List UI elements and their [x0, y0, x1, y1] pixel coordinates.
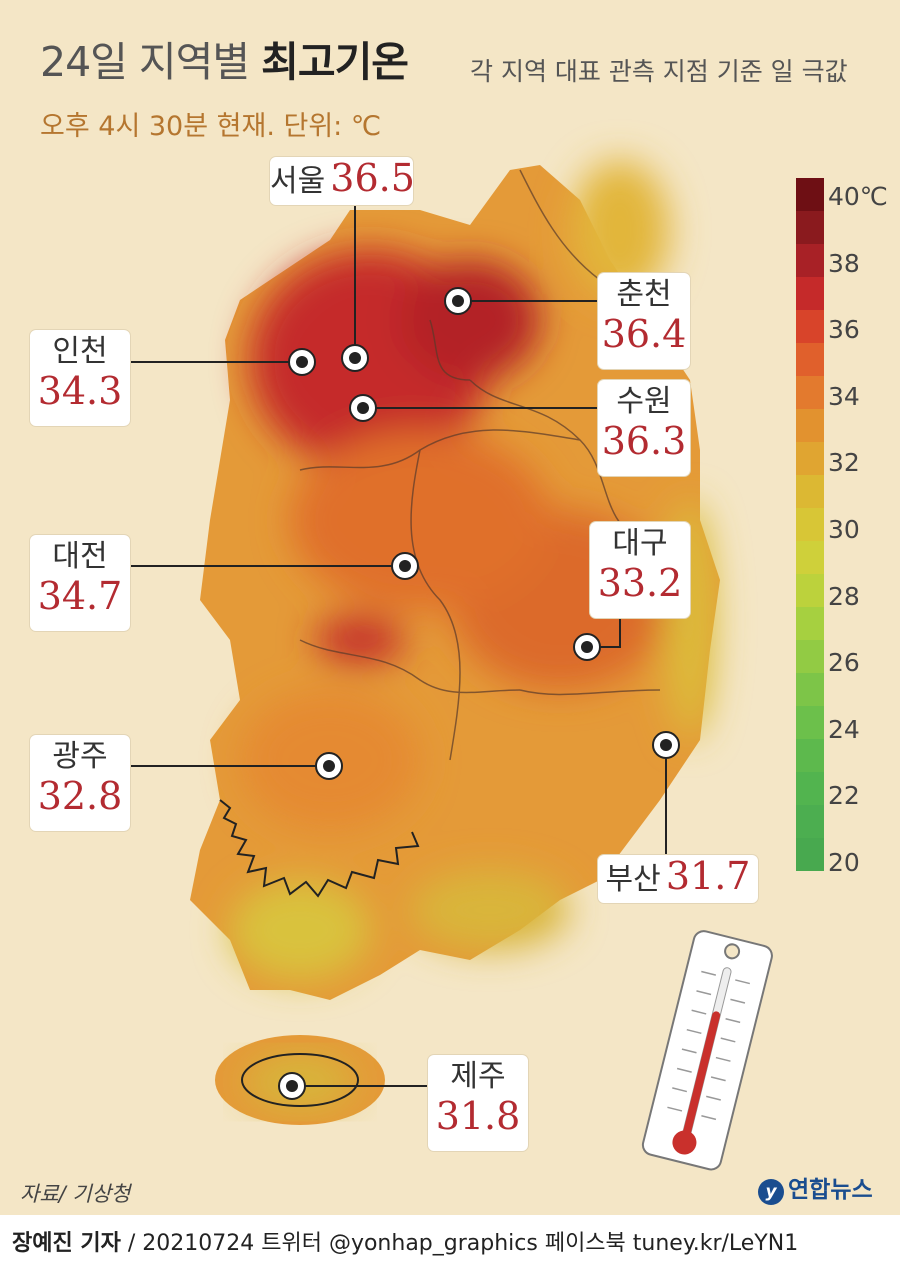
- legend-tick-label: 34: [828, 381, 860, 411]
- label-daegu: 대구 33.2: [590, 522, 690, 618]
- label-daejeon: 대전 34.7: [30, 535, 130, 631]
- legend-tick-label: 30: [828, 515, 860, 544]
- legend-swatch: [796, 772, 824, 805]
- legend-swatch: [796, 706, 824, 739]
- legend-swatch: [796, 409, 824, 442]
- label-seoul: 서울 36.5: [270, 157, 415, 205]
- measurement-note: 각 지역 대표 관측 지점 기준 일 극값: [470, 57, 848, 86]
- legend-swatch: [796, 442, 824, 475]
- legend-tick-label: 38: [828, 248, 860, 278]
- station-gwangju: [315, 752, 343, 780]
- label-suwon: 수원 36.3: [598, 380, 690, 476]
- station-daegu: [573, 633, 601, 661]
- label-jeju: 제주 31.8: [428, 1055, 528, 1151]
- legend-swatch: [796, 673, 824, 706]
- legend-tick-label: 26: [828, 648, 860, 678]
- legend-tick-label: 24: [828, 714, 860, 744]
- station-jeju: [278, 1072, 306, 1100]
- legend-swatch: [796, 211, 824, 244]
- station-markers: [278, 287, 680, 1100]
- legend-swatch: [796, 607, 824, 640]
- station-seoul: [341, 344, 369, 372]
- legend-tick-label: 22: [828, 781, 860, 811]
- legend-swatch: [796, 343, 824, 376]
- temperature-legend-bar: [796, 178, 824, 871]
- legend-swatch: [796, 541, 824, 574]
- legend-swatch: [796, 178, 824, 211]
- page-title: 24일 지역별 최고기온: [40, 38, 409, 86]
- station-daejeon: [391, 552, 419, 580]
- legend-swatch: [796, 277, 824, 310]
- label-incheon: 인천 34.3: [30, 330, 130, 426]
- legend-swatch: [796, 376, 824, 409]
- label-gwangju: 광주 32.8: [30, 735, 130, 831]
- station-suwon: [349, 394, 377, 422]
- label-busan: 부산 31.7: [598, 855, 758, 903]
- data-source: 자료/ 기상청: [20, 1182, 131, 1206]
- station-incheon: [288, 348, 316, 376]
- legend-tick-label: 32: [828, 448, 860, 478]
- label-chuncheon: 춘천 36.4: [598, 273, 690, 369]
- footer-bar: 장예진 기자 / 20210724 트위터 @yonhap_graphics 페…: [0, 1215, 900, 1261]
- legend-swatch: [796, 640, 824, 673]
- page-subtitle: 오후 4시 30분 현재. 단위: ℃: [40, 111, 382, 142]
- legend-swatch: [796, 508, 824, 541]
- legend-swatch: [796, 739, 824, 772]
- legend-swatch: [796, 244, 824, 277]
- legend-swatch: [796, 475, 824, 508]
- station-busan: [652, 731, 680, 759]
- credit-line: / 20210724 트위터 @yonhap_graphics 페이스북 tun…: [120, 1231, 799, 1256]
- legend-tick-label: 36: [828, 315, 860, 345]
- legend-tick-label: 20: [828, 848, 860, 877]
- legend-swatch: [796, 805, 824, 838]
- station-chuncheon: [444, 287, 472, 315]
- legend-swatch: [796, 310, 824, 343]
- legend-swatch: [796, 838, 824, 871]
- legend-tick-label: 28: [828, 581, 860, 611]
- thermometer-icon: [641, 930, 773, 1171]
- yonhap-logo: y 연합뉴스: [758, 1170, 873, 1205]
- yonhap-logo-icon: y: [758, 1179, 784, 1205]
- legend-tick-label: 40℃: [828, 182, 888, 211]
- reporter-name: 장예진 기자: [12, 1231, 121, 1256]
- legend-swatch: [796, 574, 824, 607]
